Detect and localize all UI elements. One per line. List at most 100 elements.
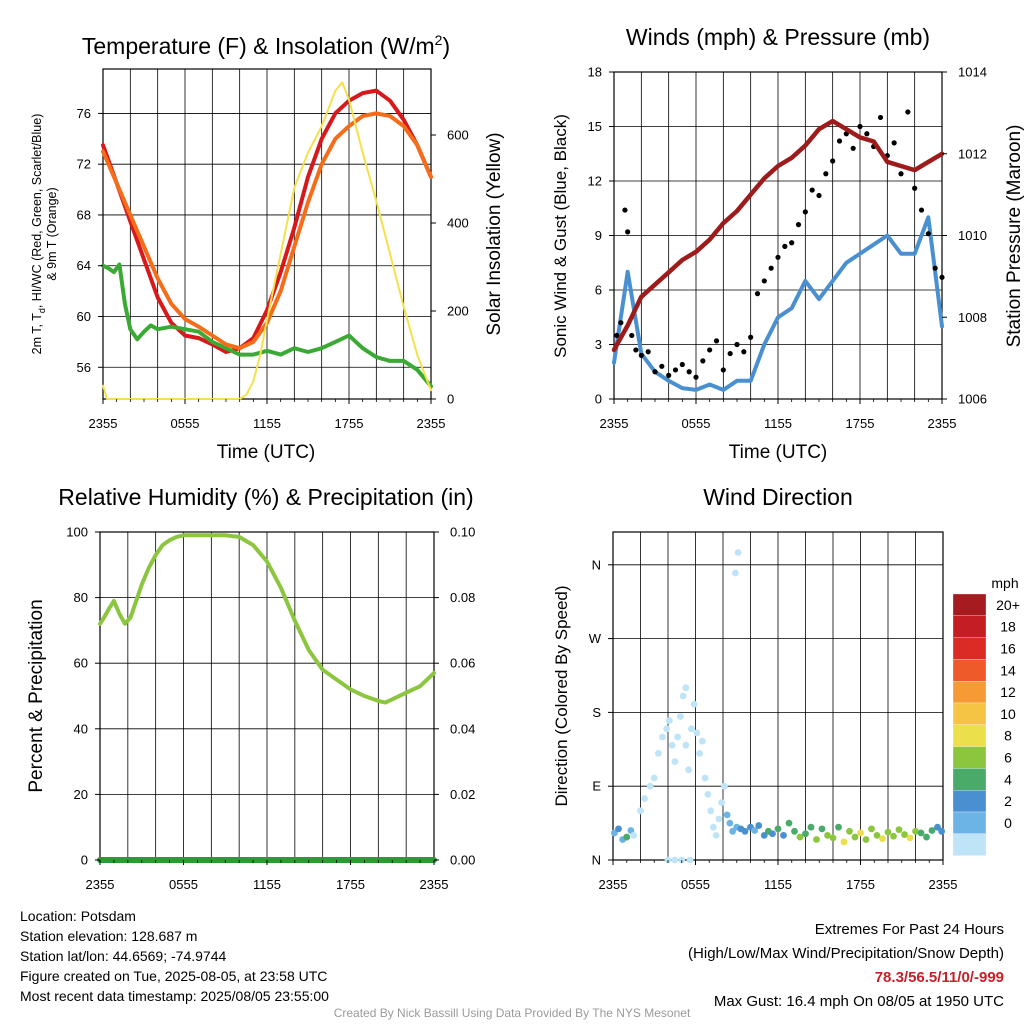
temperature-series [101, 81, 433, 400]
y-tick-label: N [592, 853, 601, 868]
gust-point [720, 367, 726, 373]
x-tick-label: 2355 [929, 877, 958, 892]
wind-direction-point [851, 833, 859, 841]
y-tick-label: 56 [77, 360, 91, 375]
wind-direction-point [731, 569, 739, 577]
humidity-title: Relative Humidity (%) & Precipitation (i… [58, 484, 473, 510]
wind-direction-point [791, 827, 798, 835]
colorbar-swatch [952, 615, 987, 638]
temperature-y-label-line2: & 9m T (Orange) [45, 187, 59, 280]
wind-direction-point [840, 838, 848, 846]
gust-point [898, 171, 904, 177]
x-tick-label: 0555 [682, 416, 711, 431]
y-right-tick-label: 0.10 [450, 525, 475, 540]
temperature-x-label: Time (UTC) [217, 442, 316, 463]
figure-created: Figure created on Tue, 2025-08-05, at 23… [20, 968, 328, 984]
temperature-y-ticks: 56 60 64 68 72 76 [77, 106, 103, 375]
wind-direction-point [774, 825, 782, 833]
wind-direction-point [938, 827, 946, 835]
precip-y-ticks: 0.00 0.02 0.04 0.06 0.08 0.10 [434, 525, 475, 868]
wind-direction-point [720, 782, 728, 790]
colorbar-label: 16 [1000, 641, 1016, 657]
wind-direction-x-ticks: 2355 0555 1155 1755 2355 [599, 860, 958, 892]
gust-point [877, 114, 884, 121]
wind-direction-point [723, 811, 731, 819]
station-pressure-line [611, 118, 945, 353]
wind-direction-point [741, 827, 749, 835]
wind-direction-point [654, 750, 662, 757]
x-tick-label: 1755 [846, 877, 875, 892]
y-right-tick-label: 1008 [958, 310, 987, 325]
y-tick-label: 72 [77, 157, 91, 172]
colorbar-swatch [952, 637, 987, 660]
y-right-tick-label: 200 [447, 304, 469, 319]
gust-point [713, 338, 720, 344]
wind-direction-point [895, 826, 903, 834]
colorbar-label: 8 [1004, 728, 1012, 744]
x-tick-label: 0555 [169, 877, 198, 892]
y-tick-label: 12 [588, 174, 602, 189]
gust-point [925, 231, 931, 237]
recent-timestamp: Most recent data timestamp: 2025/08/05 2… [20, 988, 329, 1004]
humidity-grid [100, 532, 434, 860]
y-right-tick-label: 400 [447, 216, 469, 231]
winds-series [611, 109, 945, 392]
x-tick-label: 2355 [86, 877, 115, 892]
humidity-y-ticks: 0 20 40 60 80 100 [66, 525, 100, 868]
humidity-precip-panel: Relative Humidity (%) & Precipitation (i… [26, 484, 475, 892]
gust-point [857, 123, 863, 130]
winds-y-ticks: 0 3 6 9 12 15 18 [588, 65, 614, 407]
y-right-tick-label: 1010 [958, 228, 987, 243]
wind-direction-point [796, 833, 804, 841]
wind-direction-point [890, 832, 897, 840]
y-right-tick-label: 1012 [958, 146, 987, 161]
gust-point [652, 369, 658, 375]
temperature-insolation-panel: Temperature (F) & Insolation (W/m2) 2355… [30, 32, 505, 463]
colorbar-swatch [952, 593, 987, 616]
wind-direction-point [751, 827, 759, 834]
wind-direction-point [734, 549, 742, 556]
winds-pressure-panel: Winds (mph) & Pressure (mb) 2355 0555 1155… [551, 24, 1024, 463]
y-right-tick-label: 1014 [958, 65, 987, 80]
wind-direction-point [650, 774, 658, 782]
gust-point [734, 341, 740, 348]
wind-direction-point [715, 815, 723, 823]
wind-direction-point [760, 832, 768, 839]
gust-point [679, 361, 685, 368]
colorbar-swatch [952, 702, 987, 725]
wind-direction-point [663, 725, 671, 733]
wind-direction-point [696, 750, 704, 757]
wind-direction-point [659, 733, 666, 741]
wind-direction-title: Wind Direction [703, 484, 853, 510]
gust-point [809, 187, 815, 193]
extremes-subtitle: (High/Low/Max Wind/Precipitation/Snow De… [688, 945, 1004, 962]
gust-point [748, 334, 754, 340]
wind-direction-point [704, 791, 712, 798]
wind-direction-point [862, 836, 870, 843]
gust-point [918, 207, 925, 213]
colorbar-label: 6 [1004, 750, 1012, 766]
gust-point [754, 291, 761, 297]
wind-direction-point [682, 684, 690, 692]
gust-point [939, 274, 945, 280]
2m-t-line [101, 88, 433, 354]
colorbar-swatch [952, 724, 987, 747]
wind-direction-point [693, 729, 701, 737]
wind-direction-point [807, 823, 815, 831]
gust-point [672, 367, 679, 373]
wind-direction-point [630, 832, 638, 839]
gust-point [618, 320, 624, 326]
wind-direction-point [712, 832, 720, 839]
y-tick-label: 76 [77, 106, 91, 121]
wind-direction-point [690, 700, 698, 708]
x-tick-label: 2355 [600, 416, 629, 431]
wind-direction-point [785, 819, 793, 827]
wind-direction-point [884, 828, 892, 836]
y-right-tick-label: 0.04 [450, 721, 475, 736]
winds-title: Winds (mph) & Pressure (mb) [626, 24, 930, 50]
y-right-tick-label: 1006 [958, 392, 987, 407]
colorbar-title: mph [991, 575, 1018, 591]
wind-direction-point [623, 833, 631, 841]
x-tick-label: 2355 [599, 877, 628, 892]
y-right-tick-label: 0.08 [450, 590, 475, 605]
